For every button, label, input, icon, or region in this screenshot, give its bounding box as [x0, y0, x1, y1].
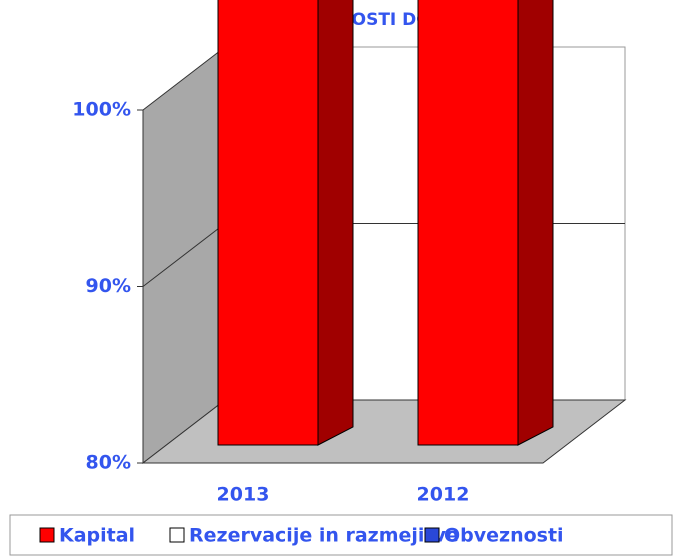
y-tick-label: 80% — [86, 452, 131, 474]
legend-label: Rezervacije in razmejitve — [189, 525, 459, 547]
legend-box — [9, 514, 673, 556]
bar-face — [517, 0, 554, 446]
legend-swatch — [39, 527, 55, 543]
y-tick-label: 90% — [86, 275, 131, 297]
x-tick-label: 2012 — [417, 484, 470, 506]
bar-face — [417, 0, 519, 446]
legend-label: Obveznosti — [444, 525, 564, 547]
legend-swatch — [424, 527, 440, 543]
bar-segment — [217, 0, 354, 446]
legend-swatch — [169, 527, 185, 543]
bar-face — [217, 0, 319, 446]
x-tick-label: 2013 — [217, 484, 270, 506]
legend-label: Kapital — [59, 525, 135, 547]
y-tick-label: 100% — [72, 99, 131, 121]
bar-face — [317, 0, 354, 446]
bar-segment — [417, 0, 554, 446]
